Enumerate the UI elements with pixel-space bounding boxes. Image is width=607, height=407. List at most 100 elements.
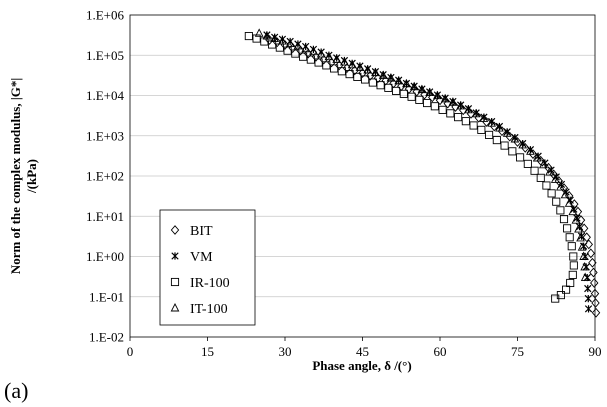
data-point (564, 198, 574, 207)
y-tick-label: 1.E+05 (86, 48, 124, 63)
data-point (495, 123, 504, 132)
data-point (477, 125, 486, 134)
data-point (590, 278, 599, 288)
data-point (418, 85, 426, 93)
x-tick-label: 75 (511, 344, 524, 359)
data-point (283, 46, 292, 55)
y-tick-label: 1.E+03 (86, 128, 124, 143)
data-point (285, 38, 295, 48)
data-point (536, 173, 545, 182)
data-point (510, 134, 520, 143)
series-ir-100 (244, 31, 578, 303)
data-point (538, 159, 548, 169)
data-point (582, 232, 591, 243)
data-point (556, 182, 565, 191)
data-point (275, 43, 284, 52)
legend: BIT VM IR-100 IT-100 (159, 209, 256, 326)
data-point (461, 117, 470, 126)
data-point (301, 43, 311, 53)
panel-label: (a) (4, 378, 28, 403)
data-point (508, 147, 517, 156)
x-axis-ticks: 0 15 30 45 60 75 90 (127, 337, 602, 359)
data-point (556, 206, 565, 215)
data-point (492, 136, 501, 145)
data-point (353, 72, 362, 81)
data-point (550, 174, 560, 183)
y-tick-label: 1.E-02 (89, 330, 124, 345)
data-point (262, 31, 272, 40)
data-point (471, 108, 481, 118)
data-point (563, 224, 572, 233)
data-point (309, 46, 318, 55)
data-point (324, 51, 334, 61)
data-point (567, 242, 576, 251)
data-point (456, 100, 466, 110)
data-point (371, 67, 380, 77)
data-point (542, 181, 551, 190)
data-point (293, 40, 303, 50)
y-tick-label: 1.E+06 (86, 8, 125, 23)
legend-item-bit: BIT (170, 224, 213, 239)
data-point (265, 35, 274, 45)
data-point (464, 104, 473, 114)
y-axis-title-line1: Norm of the complex modulus, |G*| (8, 78, 23, 274)
data-point (316, 49, 326, 58)
data-point (430, 102, 439, 111)
data-point (579, 251, 588, 260)
y-tick-label: 1.E+02 (86, 169, 124, 184)
data-point (579, 223, 589, 234)
data-points (244, 28, 601, 318)
data-point (589, 267, 598, 278)
legend-item-it-100: IT-100 (170, 302, 228, 317)
data-point (576, 232, 585, 242)
y-tick-label: 1.E+04 (86, 88, 125, 103)
data-point (552, 197, 561, 206)
data-point (547, 166, 555, 174)
data-point (566, 278, 575, 288)
data-point (394, 75, 404, 85)
x-tick-label: 30 (279, 344, 292, 359)
data-point (591, 307, 601, 318)
data-point (345, 70, 354, 79)
data-point (368, 78, 377, 87)
data-point (485, 130, 494, 139)
y-axis-title-line2: /(kPa) (24, 159, 39, 194)
y-axis-ticks: 1.E-02 1.E-01 1.E+00 1.E+01 1.E+02 1.E+03 1.E+… (86, 8, 125, 345)
data-point (417, 84, 427, 94)
data-point (580, 261, 590, 271)
data-point (363, 65, 373, 74)
legend-label: IT-100 (190, 302, 228, 317)
legend-label: VM (190, 250, 213, 265)
data-point (590, 288, 600, 299)
data-point (562, 285, 571, 294)
data-point (560, 189, 570, 199)
data-point (479, 113, 489, 122)
data-point (423, 98, 432, 108)
data-point (291, 49, 300, 58)
x-tick-label: 90 (589, 344, 602, 359)
data-point (547, 189, 556, 198)
y-tick-label: 1.E+01 (86, 209, 124, 224)
data-point (559, 215, 569, 224)
legend-marker (170, 277, 180, 287)
data-point (270, 33, 280, 42)
data-point (571, 215, 581, 224)
data-point (446, 109, 455, 118)
data-point (568, 206, 578, 216)
data-point (299, 52, 308, 61)
data-point (591, 298, 600, 308)
data-point (340, 57, 349, 66)
legend-marker (170, 225, 180, 235)
data-point (438, 105, 447, 114)
data-point (306, 55, 315, 64)
data-point (337, 67, 346, 76)
data-point (254, 28, 264, 37)
data-point (402, 79, 411, 88)
data-point (568, 270, 577, 279)
data-point (580, 272, 590, 281)
data-point (454, 113, 463, 122)
data-point (376, 81, 385, 90)
data-point (415, 95, 424, 104)
legend-label: BIT (190, 224, 213, 239)
data-point (448, 97, 458, 106)
